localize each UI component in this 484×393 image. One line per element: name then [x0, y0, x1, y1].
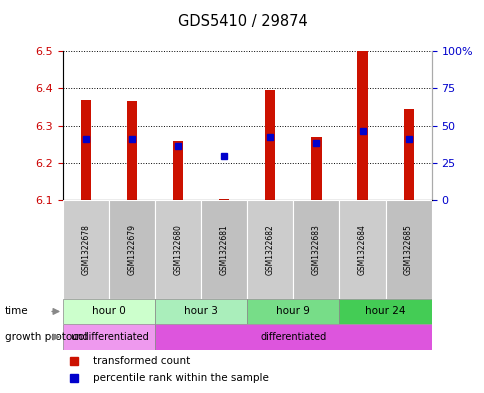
Text: percentile rank within the sample: percentile rank within the sample — [92, 373, 268, 383]
Bar — [357, 51, 367, 200]
Bar — [293, 200, 339, 299]
Bar — [339, 299, 431, 324]
Text: GSM1322679: GSM1322679 — [127, 224, 136, 275]
Bar — [201, 200, 247, 299]
Bar — [247, 200, 293, 299]
Bar — [127, 101, 137, 200]
Text: undifferentiated: undifferentiated — [70, 332, 148, 342]
Text: growth protocol: growth protocol — [5, 332, 87, 342]
Bar — [155, 200, 201, 299]
Bar — [247, 299, 339, 324]
Text: GSM1322685: GSM1322685 — [403, 224, 412, 275]
Bar — [385, 200, 431, 299]
Bar — [155, 299, 247, 324]
Text: GSM1322684: GSM1322684 — [357, 224, 366, 275]
Text: transformed count: transformed count — [92, 356, 189, 366]
Text: hour 0: hour 0 — [92, 307, 126, 316]
Bar — [173, 141, 183, 200]
Text: GSM1322678: GSM1322678 — [81, 224, 91, 275]
Bar — [81, 99, 91, 200]
Text: time: time — [5, 307, 29, 316]
Bar — [63, 200, 109, 299]
Text: GDS5410 / 29874: GDS5410 / 29874 — [177, 14, 307, 29]
Bar — [265, 90, 275, 200]
Text: GSM1322683: GSM1322683 — [311, 224, 320, 275]
Text: differentiated: differentiated — [260, 332, 326, 342]
Text: GSM1322681: GSM1322681 — [219, 224, 228, 275]
Bar — [219, 198, 229, 200]
Bar — [109, 200, 155, 299]
Text: GSM1322682: GSM1322682 — [265, 224, 274, 275]
Bar — [63, 324, 155, 350]
Bar — [155, 324, 431, 350]
Text: hour 3: hour 3 — [184, 307, 218, 316]
Text: hour 24: hour 24 — [364, 307, 405, 316]
Text: GSM1322680: GSM1322680 — [173, 224, 182, 275]
Text: hour 9: hour 9 — [276, 307, 310, 316]
Bar — [63, 299, 155, 324]
Bar — [403, 109, 413, 200]
Bar — [311, 137, 321, 200]
Bar — [339, 200, 385, 299]
